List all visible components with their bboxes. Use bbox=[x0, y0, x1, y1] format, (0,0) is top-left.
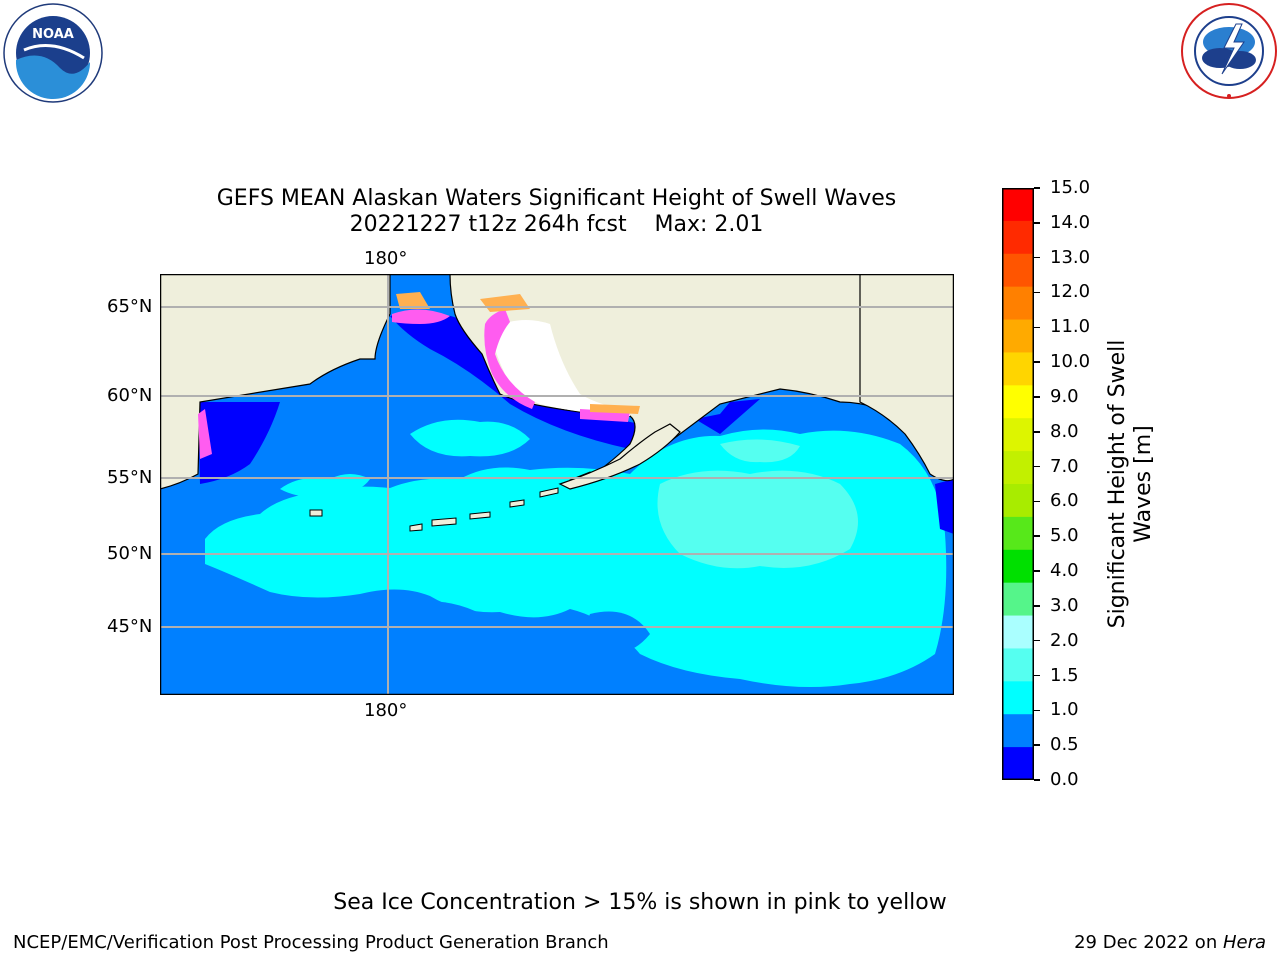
colorbar-tick-label: 4.0 bbox=[1050, 560, 1079, 582]
colorbar-tick-label: 12.0 bbox=[1050, 281, 1091, 303]
colorbar-tick-mark bbox=[1034, 744, 1040, 746]
colorbar-tick-label: 0.5 bbox=[1050, 734, 1079, 756]
colorbar-tick-mark bbox=[1034, 674, 1040, 677]
footer-right: 29 Dec 2022 on Hera bbox=[1074, 932, 1266, 953]
colorbar-tick-label: 15.0 bbox=[1050, 177, 1091, 198]
colorbar-tick-mark bbox=[1034, 431, 1040, 433]
colorbar-ticks: 15.0 14.0 13.0 12.0 11.0 10.0 9.0 8.0 7.0 6.0 5.0 4… bbox=[1034, 179, 1104, 789]
colorbar-segment bbox=[1002, 484, 1034, 518]
colorbar-tick-mark bbox=[1034, 500, 1040, 503]
ocean-blue-patch-1 bbox=[398, 601, 490, 645]
dark-blue-band-gulf bbox=[695, 399, 760, 434]
colorbar-tick-mark bbox=[1034, 326, 1040, 329]
chart-title: GEFS MEAN Alaskan Waters Significant Hei… bbox=[0, 186, 1113, 238]
lat-label-65: 65°N bbox=[107, 296, 153, 317]
colorbar-tick-label: 1.0 bbox=[1050, 699, 1079, 721]
map-svg bbox=[159, 273, 955, 696]
colorbar-svg bbox=[1002, 188, 1034, 781]
alaska-peninsula bbox=[558, 423, 681, 490]
colorbar-segment bbox=[1002, 516, 1034, 551]
colorbar-tick-mark bbox=[1034, 396, 1040, 398]
colorbar-segment bbox=[1002, 747, 1034, 781]
colorbar-tick-label: 10.0 bbox=[1050, 351, 1091, 373]
colorbar-tick-mark bbox=[1034, 222, 1040, 224]
colorbar-segment bbox=[1002, 582, 1034, 617]
title-line-2: 20221227 t12z 264h fcst Max: 2.01 bbox=[349, 212, 764, 237]
colorbar-tick-mark bbox=[1034, 779, 1040, 781]
colorbar-tick-label: 7.0 bbox=[1050, 455, 1079, 477]
colorbar-tick-label: 0.0 bbox=[1050, 769, 1079, 790]
colorbar-segment bbox=[1002, 418, 1034, 452]
colorbar-tick-label: 9.0 bbox=[1050, 385, 1079, 407]
colorbar-segment bbox=[1002, 220, 1034, 255]
colorbar-tick-label: 6.0 bbox=[1050, 490, 1079, 512]
colorbar-segment bbox=[1002, 714, 1034, 748]
colorbar-segment bbox=[1002, 681, 1034, 715]
colorbar-tick-label: 2.0 bbox=[1050, 629, 1079, 651]
colorbar-segment bbox=[1002, 615, 1034, 649]
colorbar-tick-label: 14.0 bbox=[1050, 211, 1091, 233]
colorbar-tick-label: 8.0 bbox=[1050, 420, 1079, 442]
colorbar-segment bbox=[1002, 549, 1034, 584]
colorbar-tick-label: 1.5 bbox=[1050, 664, 1079, 686]
swell-cyan-patch-north bbox=[410, 419, 530, 457]
colorbar-tick-mark bbox=[1034, 535, 1040, 537]
aleutian-islands bbox=[309, 471, 593, 532]
map-gridlines bbox=[160, 274, 954, 695]
map-panel bbox=[159, 273, 955, 696]
ocean-blue-patch-2 bbox=[586, 611, 650, 654]
colorbar-tick-mark bbox=[1034, 465, 1040, 468]
nws-logo bbox=[1180, 2, 1278, 100]
lat-label-45: 45°N bbox=[107, 616, 153, 637]
colorbar-tick-mark bbox=[1034, 361, 1040, 363]
sea-ice-orange bbox=[396, 292, 640, 414]
colorbar-frame bbox=[1002, 188, 1034, 780]
colorbar-tick-label: 13.0 bbox=[1050, 246, 1091, 268]
lat-label-55: 55°N bbox=[107, 467, 153, 488]
colorbar-segment bbox=[1002, 385, 1034, 419]
dark-blue-band-east bbox=[935, 479, 954, 534]
lon-label-top: 180° bbox=[364, 248, 408, 269]
footer-date: 29 Dec 2022 on bbox=[1074, 932, 1223, 953]
lon-label-bottom: 180° bbox=[364, 700, 408, 721]
lat-label-60: 60°N bbox=[107, 385, 153, 406]
colorbar-segment bbox=[1002, 352, 1034, 386]
colorbar-segment bbox=[1002, 451, 1034, 485]
colorbar-label-line-1: Significant Height of Swell bbox=[1105, 339, 1130, 629]
colorbar bbox=[1002, 188, 1034, 781]
footer-left: NCEP/EMC/Verification Post Processing Pr… bbox=[13, 932, 609, 953]
colorbar-segment bbox=[1002, 648, 1034, 682]
swell-cyan-patch-west bbox=[280, 474, 370, 498]
colorbar-label-line-2: Waves [m] bbox=[1131, 425, 1156, 543]
colorbar-segment bbox=[1002, 253, 1034, 288]
colorbar-tick-label: 5.0 bbox=[1050, 525, 1079, 547]
footer-machine: Hera bbox=[1222, 932, 1266, 953]
colorbar-tick-label: 3.0 bbox=[1050, 594, 1079, 616]
colorbar-tick-mark bbox=[1034, 639, 1040, 642]
title-line-1: GEFS MEAN Alaskan Waters Significant Hei… bbox=[216, 186, 897, 211]
map-frame bbox=[159, 273, 955, 696]
swell-light-cyan-region bbox=[657, 470, 858, 569]
colorbar-tick-mark bbox=[1034, 605, 1040, 607]
colorbar-tick-mark bbox=[1034, 570, 1040, 572]
colorbar-tick-mark bbox=[1034, 291, 1040, 294]
lat-label-50: 50°N bbox=[107, 543, 153, 564]
colorbar-tick-mark bbox=[1034, 256, 1040, 259]
colorbar-segment bbox=[1002, 286, 1034, 321]
noaa-logo: NOAA bbox=[2, 2, 104, 104]
colorbar-tick-mark bbox=[1034, 187, 1040, 189]
colorbar-tick-mark bbox=[1034, 709, 1040, 712]
sea-ice-white bbox=[490, 320, 630, 416]
noaa-logo-text: NOAA bbox=[32, 27, 74, 42]
dark-blue-band-west bbox=[198, 402, 280, 484]
land-canada-coast bbox=[859, 274, 954, 482]
colorbar-tick-label: 11.0 bbox=[1050, 316, 1091, 338]
colorbar-segment bbox=[1002, 319, 1034, 353]
swell-light-cyan-patch bbox=[720, 439, 800, 463]
colorbar-segment bbox=[1002, 188, 1034, 222]
sea-ice-note: Sea Ice Concentration > 15% is shown in … bbox=[333, 890, 947, 915]
